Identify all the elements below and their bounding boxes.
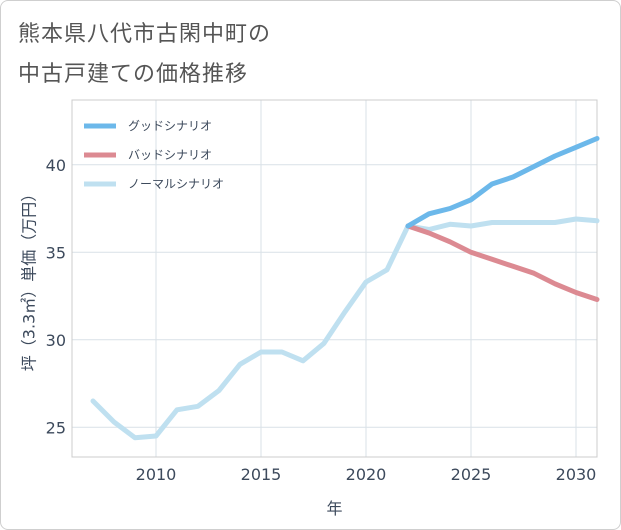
legend-label: ノーマルシナリオ [128, 177, 224, 191]
series-lines [90, 136, 600, 441]
x-tick-label: 2020 [346, 465, 387, 484]
y-tick-label: 30 [46, 331, 66, 350]
series-line-1 [405, 223, 600, 302]
tick-labels: 2010 2015 2020 2025 2030 25 30 35 40 [46, 156, 597, 484]
x-tick-label: 2015 [241, 465, 282, 484]
series-line-0 [405, 136, 600, 229]
y-tick-label: 25 [46, 418, 66, 437]
y-tick-label: 35 [46, 243, 66, 262]
x-tick-label: 2010 [136, 465, 177, 484]
legend-label: グッドシナリオ [128, 119, 212, 133]
grid [72, 100, 597, 457]
x-axis-title: 年 [326, 499, 342, 518]
x-tick-label: 2030 [556, 465, 597, 484]
series-line-2 [90, 216, 600, 441]
y-tick-label: 40 [46, 156, 66, 175]
y-axis-title: 坪（3.3㎡）単価（万円） [20, 186, 39, 371]
chart-title-line-1: 熊本県八代市古閑中町の [18, 22, 272, 47]
plot-area-frame [71, 99, 598, 458]
x-tick-label: 2025 [451, 465, 492, 484]
chart-title-line-2: 中古戸建ての価格推移 [18, 62, 249, 87]
legend-label: バッドシナリオ [128, 148, 212, 162]
